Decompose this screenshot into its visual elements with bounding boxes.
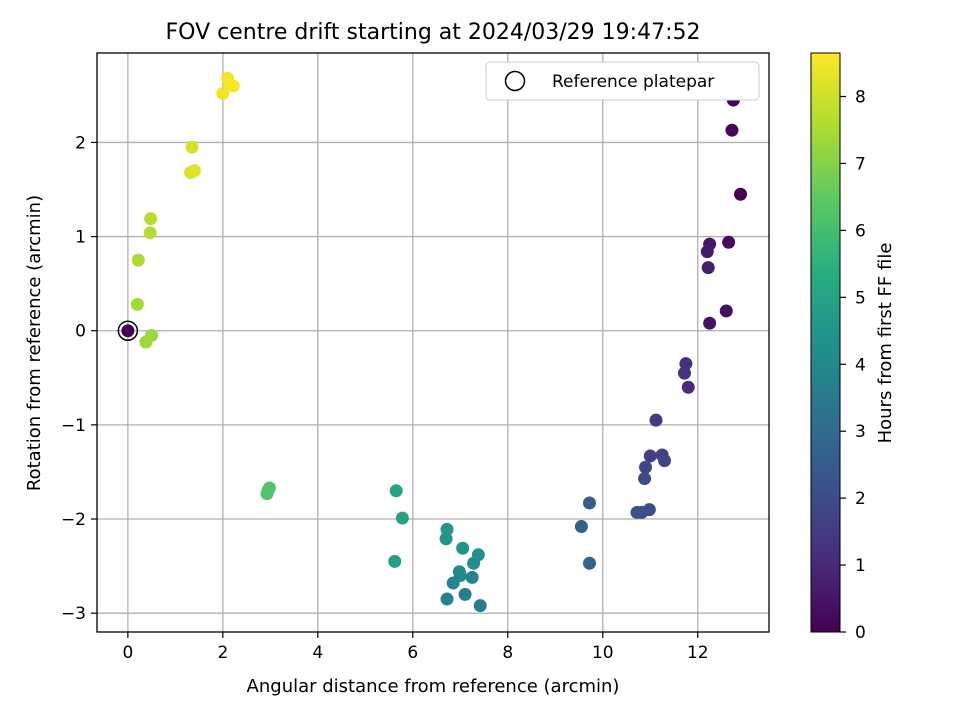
legend-marker <box>504 70 526 92</box>
legend-label: Reference platepar <box>552 72 714 92</box>
x-tick-label: 2 <box>217 643 228 663</box>
data-point <box>725 123 739 137</box>
data-point <box>465 570 479 584</box>
y-axis-ticks: −3 −2 −1 0 1 2 <box>61 133 97 624</box>
data-point <box>144 212 158 226</box>
x-tick-label: 8 <box>502 643 513 663</box>
data-point <box>440 592 454 606</box>
colorbar-tick-label: 8 <box>855 88 866 108</box>
colorbar: 0 1 2 3 4 5 6 7 8 Hours from first FF file <box>810 52 896 643</box>
data-point <box>131 253 145 267</box>
data-point <box>681 380 695 394</box>
reference-marker <box>117 320 139 341</box>
colorbar-label: Hours from first FF file <box>875 243 896 444</box>
data-point <box>440 522 454 536</box>
data-point <box>658 454 672 468</box>
colorbar-ticks: 0 1 2 3 4 5 6 7 8 <box>840 88 866 643</box>
grid-lines <box>97 53 769 632</box>
legend-box <box>485 61 760 101</box>
colorbar-tick-label: 2 <box>855 489 866 509</box>
colorbar-gradient <box>810 52 841 633</box>
data-point <box>473 599 487 613</box>
colorbar-tick-label: 7 <box>855 154 866 174</box>
data-point <box>643 449 657 463</box>
x-tick-label: 4 <box>312 643 323 663</box>
y-tick-label: −2 <box>61 510 86 530</box>
data-point <box>719 304 733 318</box>
colorbar-tick-label: 6 <box>855 221 866 241</box>
x-tick-label: 6 <box>407 643 418 663</box>
data-point <box>703 316 717 330</box>
reference-platepar-marker <box>117 320 139 341</box>
data-point <box>649 413 663 427</box>
data-point <box>452 565 466 579</box>
data-point <box>471 548 485 562</box>
data-point <box>143 226 157 240</box>
colorbar-tick-label: 5 <box>855 288 866 308</box>
data-point <box>223 77 237 91</box>
data-point <box>458 587 472 601</box>
data-point <box>638 472 652 486</box>
colorbar-tick-label: 1 <box>855 556 866 576</box>
data-point <box>185 140 199 154</box>
x-tick-label: 10 <box>592 643 614 663</box>
colorbar-tick-label: 0 <box>855 623 866 643</box>
y-tick-label: −3 <box>61 604 86 624</box>
data-point <box>574 520 588 534</box>
data-point <box>456 541 470 555</box>
data-point <box>439 532 453 546</box>
data-point <box>139 335 153 349</box>
data-point <box>216 86 230 100</box>
x-axis-ticks: 0 2 4 6 8 10 12 <box>122 632 709 663</box>
data-point <box>734 187 748 201</box>
data-point <box>701 261 715 275</box>
data-point <box>700 245 714 259</box>
colorbar-tick-label: 4 <box>855 355 866 375</box>
legend: Reference platepar <box>485 61 760 101</box>
x-axis-label: Angular distance from reference (arcmin) <box>247 676 620 697</box>
data-point <box>260 487 274 501</box>
data-point <box>121 324 135 338</box>
y-tick-label: 0 <box>75 322 86 342</box>
plot-frame <box>96 52 770 633</box>
y-tick-label: 1 <box>75 228 86 248</box>
data-point <box>130 297 144 311</box>
data-point <box>582 496 596 510</box>
y-tick-label: −1 <box>61 416 86 436</box>
data-point <box>630 505 644 519</box>
data-point <box>187 164 201 178</box>
data-point <box>722 235 736 249</box>
colorbar-tick-label: 3 <box>855 422 866 442</box>
y-tick-label: 2 <box>75 133 86 153</box>
data-point <box>395 511 409 525</box>
x-tick-label: 12 <box>687 643 709 663</box>
data-point <box>639 460 653 474</box>
data-point <box>388 554 402 568</box>
chart-title: FOV centre drift starting at 2024/03/29 … <box>166 20 701 45</box>
data-points <box>121 71 748 613</box>
data-point <box>389 484 403 498</box>
data-point <box>677 366 691 380</box>
x-tick-label: 0 <box>122 643 133 663</box>
y-axis-label: Rotation from reference (arcmin) <box>24 195 45 491</box>
data-point <box>582 556 596 570</box>
